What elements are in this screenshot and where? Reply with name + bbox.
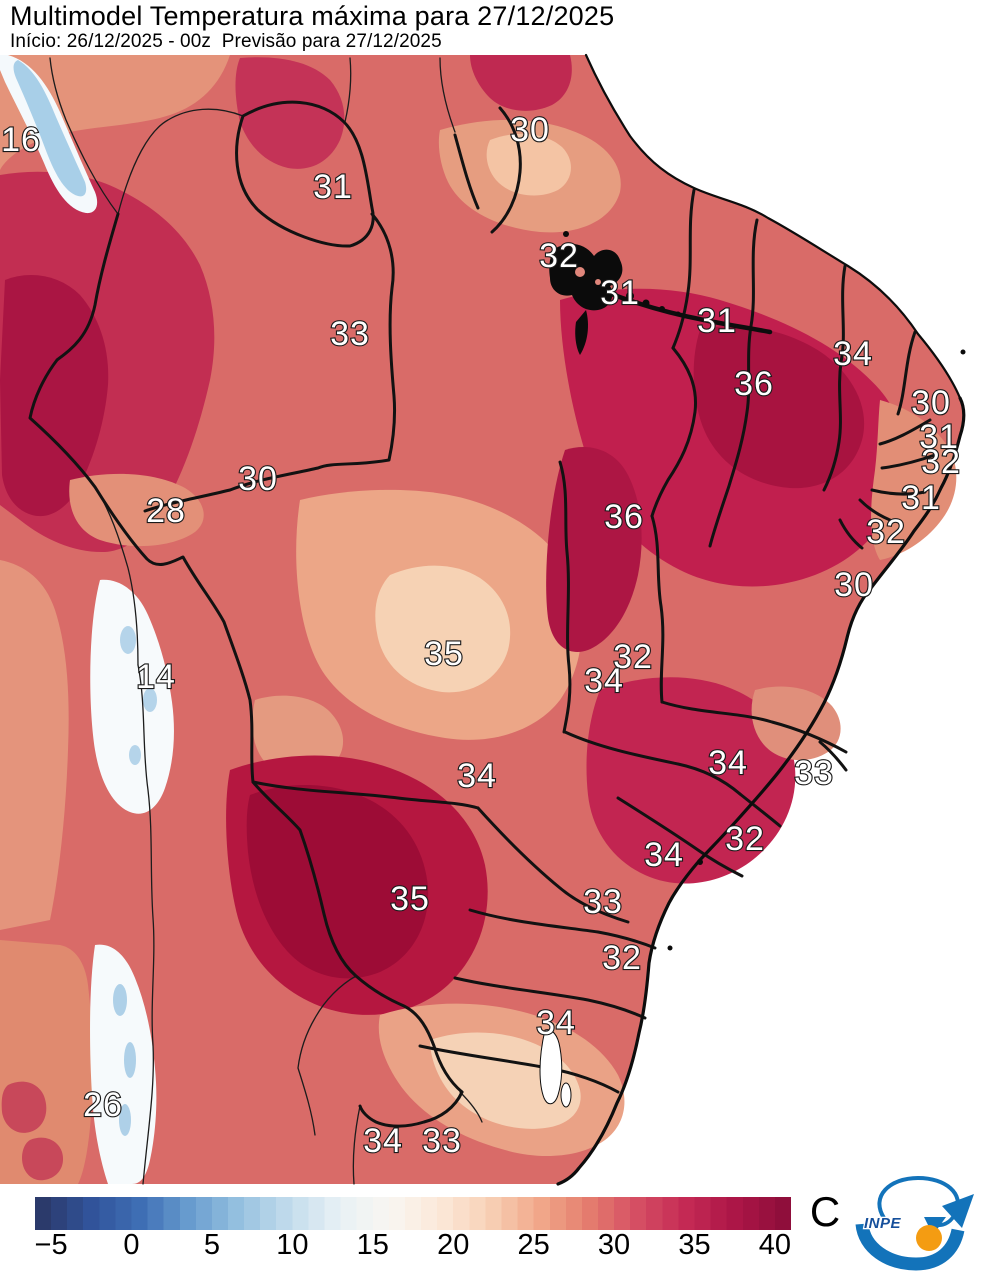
temp-label: 30 <box>834 566 874 604</box>
colorbar-tick-label: 0 <box>123 1229 140 1261</box>
temp-label: 30 <box>510 111 550 149</box>
colorbar-tick-label: −5 <box>34 1229 68 1261</box>
temp-label: 34 <box>644 836 684 874</box>
amazon-mouth-bays <box>575 267 601 285</box>
temp-label: 32 <box>866 513 906 551</box>
temp-label: 34 <box>708 744 748 782</box>
temp-label: 34 <box>363 1122 403 1160</box>
colorbar-tick-label: 25 <box>517 1229 550 1261</box>
temp-label: 32 <box>725 820 765 858</box>
temp-label: 28 <box>146 492 186 530</box>
temp-label: 34 <box>584 662 624 700</box>
colorbar-gradient <box>35 1197 791 1230</box>
temp-label: 36 <box>734 365 774 403</box>
inpe-logo-text: INPE <box>864 1215 902 1232</box>
temp-label: 34 <box>536 1004 576 1042</box>
temp-label: 33 <box>583 883 623 921</box>
inpe-logo: INPE <box>855 1175 974 1271</box>
colorbar-unit: C <box>809 1188 841 1235</box>
temp-label: 35 <box>390 880 430 918</box>
page-title: Multimodel Temperatura máxima para 27/12… <box>10 1 615 31</box>
temp-label: 34 <box>833 335 873 373</box>
temperature-field <box>0 55 957 1184</box>
temp-label: 31 <box>919 418 959 456</box>
temp-label: 31 <box>600 274 640 312</box>
colorbar-tick-label: 15 <box>356 1229 389 1261</box>
colorbar-tick-label: 5 <box>203 1229 220 1261</box>
coastal-lagoons <box>539 1029 572 1108</box>
temp-label: 33 <box>422 1122 462 1160</box>
inpe-orange-dot-icon <box>916 1225 942 1251</box>
colorbar-tick-label: 40 <box>758 1229 792 1261</box>
temp-label: 30 <box>911 384 951 422</box>
colorbar-ticks: −5 0 5 10 15 20 25 30 35 40 <box>0 1231 984 1267</box>
amazon-mouth-islands <box>549 231 966 951</box>
inpe-swoosh-arrow-icon <box>855 1194 974 1271</box>
temp-label: 16 <box>1 121 41 159</box>
temp-label: 32 <box>921 443 961 481</box>
header: Multimodel Temperatura máxima para 27/12… <box>10 1 614 53</box>
colorbar-tick-label: 20 <box>437 1229 470 1261</box>
temp-label: 30 <box>238 460 278 498</box>
country-borders <box>49 57 483 1185</box>
temp-label: 31 <box>697 302 737 340</box>
state-borders <box>28 100 937 1128</box>
temp-label: 33 <box>794 754 834 792</box>
temp-label: 36 <box>604 498 644 536</box>
temp-label: 33 <box>330 315 370 353</box>
inpe-orbit-loop-icon <box>877 1175 960 1235</box>
temp-label: 32 <box>602 939 642 977</box>
temp-label: 32 <box>613 638 653 676</box>
temp-label: 32 <box>539 237 579 275</box>
page-subtitle: Início: 26/12/2025 - 00z Previsão para 2… <box>10 31 442 53</box>
colorbar-tick-label: 10 <box>276 1229 309 1261</box>
colorbar-tick-label: 35 <box>678 1229 711 1261</box>
temp-label: 31 <box>901 479 941 517</box>
coastline <box>556 53 966 1186</box>
temp-label: 34 <box>457 757 497 795</box>
temp-label: 14 <box>136 658 176 696</box>
temp-label: 35 <box>424 635 464 673</box>
temp-label: 26 <box>83 1086 123 1124</box>
colorbar-tick-label: 30 <box>597 1229 631 1261</box>
temp-label: 31 <box>313 168 353 206</box>
andes-cool-region <box>0 55 174 1184</box>
